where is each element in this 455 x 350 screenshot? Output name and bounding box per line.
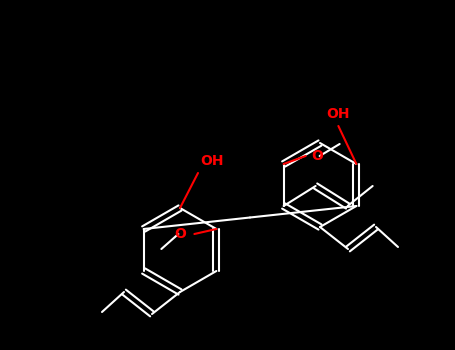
Text: O: O xyxy=(175,227,187,241)
Text: OH: OH xyxy=(327,107,350,121)
Text: O: O xyxy=(312,149,324,163)
Text: OH: OH xyxy=(200,154,223,168)
